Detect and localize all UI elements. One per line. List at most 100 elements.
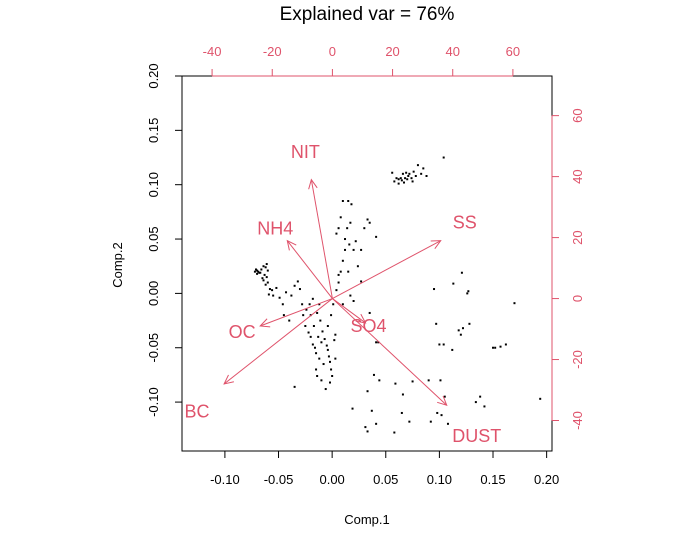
score-point	[479, 395, 482, 398]
loading-arrow-ss	[332, 240, 441, 300]
score-point	[344, 238, 347, 241]
score-point	[282, 314, 285, 317]
y-tick-label: 0.05	[146, 226, 161, 251]
x-tick-label: -0.10	[210, 472, 240, 487]
score-point	[341, 303, 344, 306]
score-point	[451, 348, 454, 351]
score-point	[368, 311, 371, 314]
score-point	[375, 422, 378, 425]
score-point	[335, 289, 338, 292]
score-point	[406, 178, 409, 181]
score-point	[412, 170, 415, 173]
y-tick-label: 0.20	[146, 63, 161, 88]
score-point	[401, 393, 404, 396]
score-point	[266, 281, 269, 284]
loading-arrow-bc	[223, 298, 333, 385]
score-point	[394, 382, 397, 385]
score-point	[275, 286, 278, 289]
score-point	[309, 335, 312, 338]
score-point	[265, 263, 268, 266]
score-point	[408, 420, 411, 423]
score-point	[466, 292, 469, 295]
score-point	[346, 227, 349, 230]
loading-label-oc: OC	[229, 322, 256, 342]
score-point	[452, 282, 455, 285]
y-axis-label: Comp.2	[110, 242, 125, 288]
score-point	[318, 303, 321, 306]
score-point	[319, 319, 322, 322]
score-point	[255, 268, 257, 271]
score-point	[323, 338, 326, 341]
score-point	[341, 259, 344, 262]
score-point	[262, 265, 265, 268]
loading-label-nit: NIT	[291, 142, 320, 162]
loading-label-so4: SO4	[350, 316, 386, 336]
right-tick-label: -20	[570, 350, 585, 369]
score-point	[337, 227, 340, 230]
loading-label-bc: BC	[185, 401, 210, 421]
score-point	[335, 232, 338, 235]
score-point	[351, 407, 354, 410]
score-point	[499, 345, 502, 348]
score-point	[433, 288, 436, 291]
score-point	[420, 172, 423, 175]
score-point	[347, 200, 350, 202]
score-point	[341, 200, 344, 202]
score-point	[334, 333, 337, 336]
score-point	[267, 293, 270, 296]
score-point	[397, 178, 400, 181]
score-point	[311, 343, 314, 346]
score-point	[329, 360, 331, 363]
loading-arrow-so4	[332, 298, 366, 324]
score-point	[326, 325, 329, 327]
score-point	[368, 221, 371, 224]
score-point	[266, 269, 269, 272]
axes: -0.10 -0.05 0.00 0.05 0.10 0.15 0.20 -0.10 -0.05…	[146, 44, 585, 487]
score-point	[257, 270, 260, 273]
score-point	[272, 294, 275, 297]
score-point	[483, 405, 486, 408]
score-point	[325, 344, 328, 347]
score-point	[320, 341, 323, 344]
score-point	[391, 171, 394, 174]
score-point	[302, 314, 305, 317]
score-point	[308, 303, 311, 306]
y-tick-label: 0.00	[146, 281, 161, 306]
arrow-head	[286, 239, 297, 251]
score-point	[366, 218, 369, 221]
score-point	[395, 177, 398, 180]
score-point	[321, 330, 324, 333]
score-point	[403, 181, 405, 184]
right-tick-label: 20	[570, 230, 585, 244]
score-point	[332, 303, 335, 306]
right-tick-label: -40	[570, 411, 585, 430]
score-point	[435, 322, 438, 325]
y-tick-label: -0.10	[146, 387, 161, 417]
score-point	[440, 414, 443, 417]
score-point	[307, 331, 310, 334]
score-point	[363, 227, 366, 230]
score-point	[331, 375, 334, 377]
score-point	[264, 283, 267, 286]
loading-arrow-nh4	[286, 240, 333, 299]
y-tick-label: -0.05	[146, 333, 161, 363]
loading-label-ss: SS	[453, 212, 477, 232]
score-point	[422, 167, 425, 170]
score-point	[262, 279, 265, 282]
score-point	[278, 296, 281, 299]
x-tick-label: 0.05	[373, 472, 398, 487]
score-point	[330, 368, 333, 371]
loading-arrow-dust	[332, 298, 448, 406]
score-point	[405, 171, 408, 174]
score-point	[281, 303, 284, 306]
score-point	[438, 343, 441, 346]
top-tick-label: 40	[445, 44, 459, 59]
score-point	[474, 401, 477, 404]
score-point	[416, 164, 419, 167]
score-point	[259, 271, 262, 274]
score-point	[337, 281, 340, 284]
x-tick-label: 0.20	[534, 472, 559, 487]
loading-label-dust: DUST	[452, 426, 501, 446]
top-tick-label: 20	[385, 44, 399, 59]
score-point	[439, 379, 442, 382]
